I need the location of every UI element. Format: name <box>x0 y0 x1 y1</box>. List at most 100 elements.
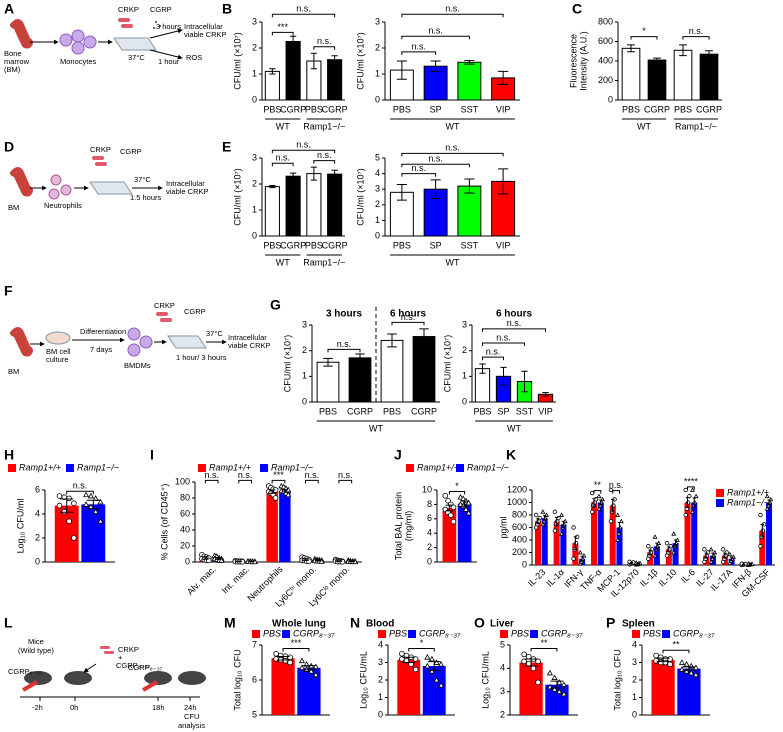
bar <box>534 521 542 565</box>
y-axis-label: Total BAL protein <box>393 492 403 560</box>
data-point <box>460 495 467 501</box>
panel-letter: F <box>4 283 13 299</box>
data-point <box>438 661 445 667</box>
y-tick-label: 800 <box>512 509 527 519</box>
data-point <box>653 657 659 664</box>
bar <box>271 658 295 715</box>
significance-label: n.s. <box>609 480 624 490</box>
y-tick-label: 2 <box>375 42 380 52</box>
error-bar <box>498 70 509 85</box>
diagram-text: 3 hours <box>156 22 181 31</box>
panel-letter: H <box>4 447 14 463</box>
y-tick-label: 0 <box>427 556 432 566</box>
diagram-text: CRKP <box>90 145 111 154</box>
data-point <box>92 495 99 501</box>
error-bar <box>554 517 559 526</box>
significance-label: ** <box>594 480 602 490</box>
y-tick-label: 3 <box>375 16 380 26</box>
y-tick-label: 200 <box>512 547 527 557</box>
data-point <box>657 654 664 661</box>
data-point <box>556 515 561 521</box>
diagram-text: CRKP <box>154 301 175 310</box>
y-tick-label: 1000 <box>507 497 527 507</box>
bar <box>673 49 693 101</box>
data-point <box>273 650 279 657</box>
data-point <box>693 493 699 499</box>
diagram-text: CGRP <box>120 147 142 156</box>
x-tick-label: SST <box>516 406 534 416</box>
y-tick-label: 3 <box>252 16 257 26</box>
legend-swatch <box>8 464 16 472</box>
significance-bracket <box>238 479 252 484</box>
legend-label: PBS <box>643 628 661 638</box>
y-tick-label: 3 <box>378 657 383 667</box>
x-tick-label: PBS <box>319 406 337 416</box>
data-point <box>537 515 542 521</box>
legend-label: Ramp1−/− <box>77 462 119 472</box>
bar <box>572 543 579 565</box>
error-bar <box>543 515 547 522</box>
data-point <box>577 549 583 555</box>
data-point <box>218 557 225 563</box>
significance-bracket <box>593 490 602 494</box>
diagram-text: marrow <box>4 57 30 66</box>
data-point <box>525 653 532 660</box>
data-point <box>97 498 104 505</box>
data-point <box>312 663 319 670</box>
schematic-f: BM BM cell culture Differentiation 7 day… <box>8 301 271 376</box>
significance-label: n.s. <box>238 470 253 480</box>
y-tick-label: 2 <box>462 345 467 355</box>
data-point <box>450 518 457 525</box>
error-bar <box>310 166 317 181</box>
error-bar <box>402 656 416 663</box>
y-tick-label: 80 <box>180 492 190 502</box>
y-tick-label: 3 <box>302 319 307 329</box>
y-tick-label: 0 <box>185 556 190 566</box>
error-bar <box>396 60 407 80</box>
y-tick-label: 0 <box>375 230 380 240</box>
data-point <box>287 659 293 666</box>
x-tick-label: PBS <box>393 240 411 250</box>
significance-label: *** <box>273 470 284 480</box>
y-tick-label: 2 <box>302 345 307 355</box>
chart-title: 6 hours <box>390 309 427 320</box>
diagram-text: BMDMs <box>124 361 151 370</box>
schematic-l: Mice (Wild type) CRKP + CGRP₈₋₃₇ CGRP₈₋₃… <box>8 637 206 730</box>
data-point <box>760 528 766 533</box>
significance-label: * <box>642 26 646 36</box>
data-point <box>646 544 651 549</box>
error-bar <box>692 497 696 508</box>
panel-letter: M <box>224 615 236 631</box>
significance-label: n.s. <box>401 312 416 322</box>
schematic-d: BM Neutrophils CRKP CGRP 37°C 1.5 hours … <box>8 145 209 212</box>
y-axis-label: Log₁₀ CFU/ml <box>15 499 25 554</box>
bar <box>264 70 280 101</box>
legend-swatch <box>530 630 538 638</box>
y-tick-label: 0 <box>462 396 467 406</box>
error-bar <box>396 184 407 201</box>
error-bar <box>460 500 469 507</box>
error-bar <box>653 57 661 63</box>
significance-label: n.s. <box>337 339 352 349</box>
y-tick-label: 2 <box>252 178 257 188</box>
bar <box>297 667 321 715</box>
legend-swatch <box>260 464 268 472</box>
data-point <box>66 518 72 524</box>
legend-label: CGRP₈₋₃₇ <box>293 628 335 638</box>
y-tick-label: 2 <box>500 709 505 719</box>
data-point <box>447 512 454 518</box>
data-point <box>445 497 451 504</box>
legend-label: Ramp1−/− <box>271 462 313 472</box>
x-tick-label: IL-23 <box>526 567 548 589</box>
y-tick-label: 2 <box>378 674 383 684</box>
y-tick-label: 400 <box>598 55 613 65</box>
data-point <box>571 556 576 561</box>
error-bar <box>268 489 276 494</box>
diagram-text: 1 hour <box>158 57 180 66</box>
y-tick-label: 1 <box>378 692 383 702</box>
significance-label: n.s. <box>428 154 443 164</box>
data-point <box>428 655 436 662</box>
error-bar <box>331 55 338 65</box>
error-bar <box>580 555 584 562</box>
data-point <box>428 668 436 674</box>
